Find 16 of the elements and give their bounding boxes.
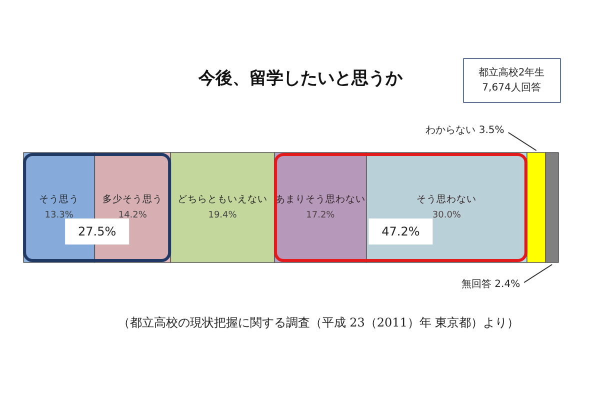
- band-label: 27.5%: [78, 224, 116, 238]
- series-label: 多少そう思う: [102, 193, 163, 205]
- text: わからない 3.5%: [426, 125, 504, 136]
- text: 都立高校2年生 7,674人回答: [478, 66, 545, 94]
- series-label: そう思わない: [416, 194, 477, 205]
- band-label: 47.2%: [382, 224, 420, 238]
- data-label: 13.3%: [44, 210, 74, 220]
- data-label: 19.4%: [208, 210, 238, 220]
- chart-title: 今後、留学したいと思うか: [198, 68, 404, 88]
- text: 無回答 2.4%: [461, 279, 520, 290]
- data-label: 17.2%: [306, 210, 336, 220]
- text: （都立高校の現状把握に関する調査（平成 23（2011）年 東京都）より）: [118, 316, 520, 330]
- series-label: どちらともいえない: [178, 194, 268, 205]
- data-label: 14.2%: [118, 210, 148, 220]
- data-label: 30.0%: [432, 210, 462, 220]
- series-label: そう思う: [39, 194, 80, 205]
